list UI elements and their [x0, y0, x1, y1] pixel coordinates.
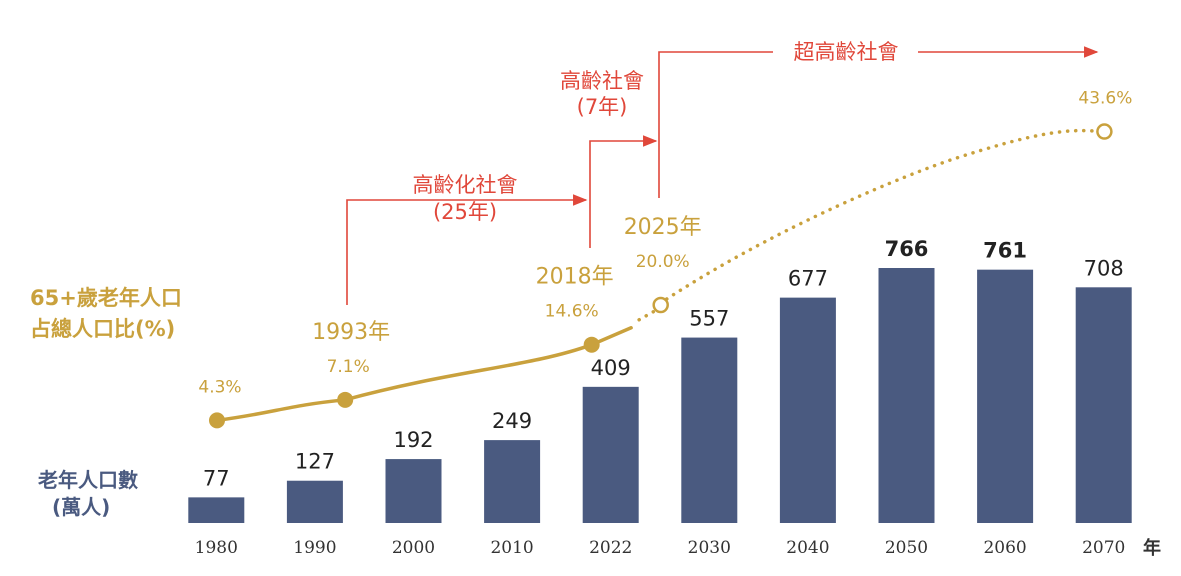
x-tick-label-2030: 2030: [688, 538, 731, 558]
bar-value-label-1980: 77: [203, 466, 230, 490]
bars-group: [188, 268, 1132, 523]
bar-1990: [286, 480, 343, 523]
x-tick-label-2050: 2050: [885, 538, 928, 558]
x-tick-label-2070: 2070: [1082, 538, 1125, 558]
line-point-2018: [583, 336, 600, 353]
line-point-1993: [337, 391, 354, 408]
bar-2050: [878, 268, 935, 523]
line-year-label-2025: 2025年: [624, 215, 702, 240]
bar-series-name-line-2: (萬人): [52, 495, 110, 519]
line-value-label-1993: 7.1%: [327, 357, 370, 377]
bar-2010: [484, 440, 541, 523]
line-value-label-2070: 43.6%: [1078, 89, 1132, 109]
line-points: 4.3% 7.1% 1993年 14.6% 2018年 20.0% 2025年 43.6%: [198, 89, 1132, 429]
stage3-bracket: [658, 51, 773, 198]
stage2-duration: (7年): [577, 95, 628, 119]
bar-value-label-2010: 249: [492, 409, 532, 433]
stage1-duration: (25年): [433, 200, 497, 224]
bar-value-label-2070: 708: [1084, 256, 1124, 280]
x-tick-label-2060: 2060: [983, 538, 1026, 558]
bar-value-label-2030: 557: [689, 307, 729, 331]
line-point-2025: [652, 296, 669, 314]
line-value-label-2018: 14.6%: [545, 302, 599, 322]
line-series-solid: [215, 326, 633, 423]
aging-stage-annotations: 高齡化社會 (25年) 高齡社會 (7年) 超高齡社會: [346, 40, 1099, 305]
line-series-name-line-2: 占總人口比(%): [30, 317, 175, 341]
x-axis-unit-label: 年: [1143, 537, 1161, 559]
bar-value-label-2060: 761: [983, 239, 1027, 263]
stage2-label: 高齡社會: [560, 69, 644, 93]
bar-value-label-2022: 409: [591, 356, 631, 380]
x-tick-label-1980: 1980: [195, 538, 238, 558]
bar-2022: [582, 386, 639, 523]
line-year-label-2018: 2018年: [536, 265, 614, 290]
bar-value-label-2000: 192: [393, 428, 433, 452]
x-tick-labels: 1980 1990 2000 2010 2022 2030 2040 2050 2060 2070: [195, 538, 1126, 558]
bar-value-label-2040: 677: [788, 267, 828, 291]
line-value-label-1980: 4.3%: [198, 377, 241, 397]
stage3-label: 超高齡社會: [794, 40, 899, 64]
bar-1980: [188, 497, 245, 523]
x-tick-label-1990: 1990: [293, 538, 336, 558]
bar-2040: [779, 297, 836, 523]
bar-labels-group: 77 127 192 249 409 557 677 766 761 708: [203, 237, 1124, 490]
stage1-label: 高齡化社會: [413, 173, 518, 197]
bar-value-label-1990: 127: [295, 450, 335, 474]
line-value-label-2025: 20.0%: [636, 252, 690, 272]
bar-2060: [977, 269, 1034, 523]
stage1-bracket: [346, 194, 588, 305]
line-point-1980: [209, 412, 225, 429]
bar-value-label-2050: 766: [885, 237, 929, 261]
line-year-label-1993: 1993年: [312, 320, 390, 345]
x-tick-label-2010: 2010: [490, 538, 533, 558]
x-tick-label-2040: 2040: [786, 538, 829, 558]
line-series-name-line-1: 65+歲老年人口: [30, 286, 182, 310]
x-tick-label-2000: 2000: [392, 538, 435, 558]
stage2-bracket: [589, 135, 658, 248]
line-point-2070: [1096, 123, 1113, 140]
bar-2000: [385, 459, 442, 523]
bar-series-name-line-1: 老年人口數: [38, 468, 138, 492]
line-series-projected: [637, 128, 1101, 322]
x-tick-label-2022: 2022: [589, 538, 632, 558]
bar-2030: [681, 337, 738, 523]
bar-2070: [1075, 287, 1132, 523]
